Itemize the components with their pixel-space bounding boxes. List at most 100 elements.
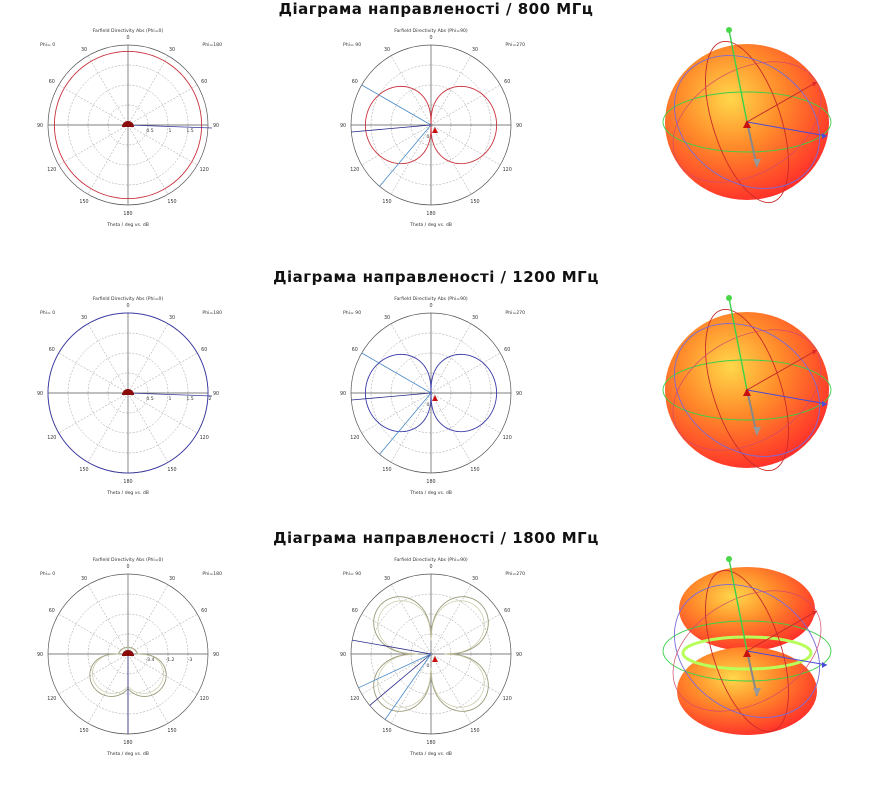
grid-spoke [430,392,501,434]
grid-spoke [127,124,169,195]
grid-spoke [127,653,198,695]
angle-tick-label: 90 [516,123,522,129]
grid-spoke [87,323,129,394]
axis-footer-label: Theta / deg vs. dB [106,490,149,496]
radiation-pattern-upper-lobe [679,567,815,651]
radial-tick-label: 0 [427,402,430,408]
grid-spoke [430,84,501,126]
meridian-ring-red [705,308,789,472]
angle-tick-label: 150 [382,728,391,734]
beam-line [379,124,432,187]
beam-line [361,352,432,394]
angle-tick-label: 30 [169,47,175,53]
angle-tick-label: 150 [167,199,176,205]
grid-spoke [127,323,169,394]
grid-spoke [390,124,432,195]
angle-tick-label: 90 [516,652,522,658]
angle-tick-label: 180 [426,740,435,746]
phi-right-label: Phi=270 [505,310,525,316]
phi-left-label: Phi= 90 [343,571,361,577]
grid-spoke [127,653,169,724]
angle-tick-label: 0 [126,303,129,309]
center-marker [432,395,438,401]
angle-tick-label: 150 [470,467,479,473]
angle-tick-label: 150 [79,467,88,473]
angle-tick-label: 90 [37,123,43,129]
angle-tick-label: 30 [81,47,87,53]
angle-tick-label: 180 [426,479,435,485]
angle-tick-label: 60 [201,79,207,85]
beam-line [379,392,432,455]
grid-spoke [430,584,472,655]
beam-line [358,653,432,689]
beam-line [369,653,432,706]
grid-spoke [361,653,432,695]
grid-spoke [127,392,169,463]
main-lobe-direction-line [127,124,213,129]
radial-tick-label: 1.5 [186,396,193,402]
grid-spoke [58,392,129,434]
center-marker [432,127,438,133]
phi-left-label: Phi= 0 [40,310,55,316]
phi-right-label: Phi=180 [202,571,222,577]
angle-tick-label: 120 [47,696,56,702]
beam-line [361,84,432,126]
meridian-ring-violet [673,55,821,189]
grid-spoke [361,392,432,434]
angle-tick-label: 150 [167,467,176,473]
pattern-curve [47,312,209,474]
grid-spoke [87,124,129,195]
radial-tick-label: -1.2 [166,657,175,663]
angle-tick-label: 120 [47,167,56,173]
angle-tick-label: 180 [123,479,132,485]
grid-spoke [430,55,472,126]
center-marker [122,389,134,395]
z-axis-tip [726,295,732,301]
beam-line [384,653,432,720]
grid-spoke [430,124,501,166]
angle-tick-label: 180 [123,740,132,746]
polar-chart-1200-phi0: Farfield Directivity Abs (Phi=0) Phi= 0 Ph… [37,296,222,496]
grid-spoke [58,613,129,655]
angle-tick-label: 60 [49,608,55,614]
beam-direction-arrow [753,688,761,696]
polar-chart-1800-phi90: Farfield Directivity Abs (Phi=90) Phi= 90… [340,557,525,757]
x-axis-line [746,81,818,123]
x-axis-arrow [812,350,817,355]
grid-spoke [430,352,501,394]
radiation-sphere-800-3d [662,27,832,204]
grid-spoke [58,84,129,126]
plot-title: Farfield Directivity Abs (Phi=90) [394,28,468,34]
grid-spoke [390,323,432,394]
pattern-curve-secondary [377,600,485,708]
grid-spoke [430,323,472,394]
grid-spoke [390,653,432,724]
angle-tick-label: 120 [350,435,359,441]
angle-tick-label: 60 [201,608,207,614]
equator-ring [662,620,832,682]
equator-ring [662,359,832,421]
angle-tick-label: 60 [504,79,510,85]
angle-tick-label: 150 [470,199,479,205]
antenna-origin-marker [743,649,751,657]
grid-spoke [87,653,129,724]
center-marker [122,650,134,656]
angle-tick-label: 90 [37,391,43,397]
section-title-1200: Діаграма направленості / 1200 МГц [273,268,599,286]
polar-chart-800-phi90: Farfield Directivity Abs (Phi=90) Phi= 90… [340,28,525,228]
radial-tick-label: 0.5 [146,128,153,134]
angle-tick-label: 60 [504,608,510,614]
radial-tick-label: 0 [427,663,430,669]
grid-spoke [390,392,432,463]
grid-spoke [430,613,501,655]
axis-footer-label: Theta / deg vs. dB [409,751,452,757]
angle-tick-label: 90 [213,391,219,397]
y-axis-arrow [822,401,827,407]
grid-spoke [87,55,129,126]
polar-chart-1200-phi90: Farfield Directivity Abs (Phi=90) Phi= 90… [340,296,525,496]
angle-tick-label: 90 [340,652,346,658]
phi-left-label: Phi= 0 [40,571,55,577]
beam-direction-arrow [753,427,761,435]
grid-spoke [87,584,129,655]
phi-left-label: Phi= 90 [343,42,361,48]
